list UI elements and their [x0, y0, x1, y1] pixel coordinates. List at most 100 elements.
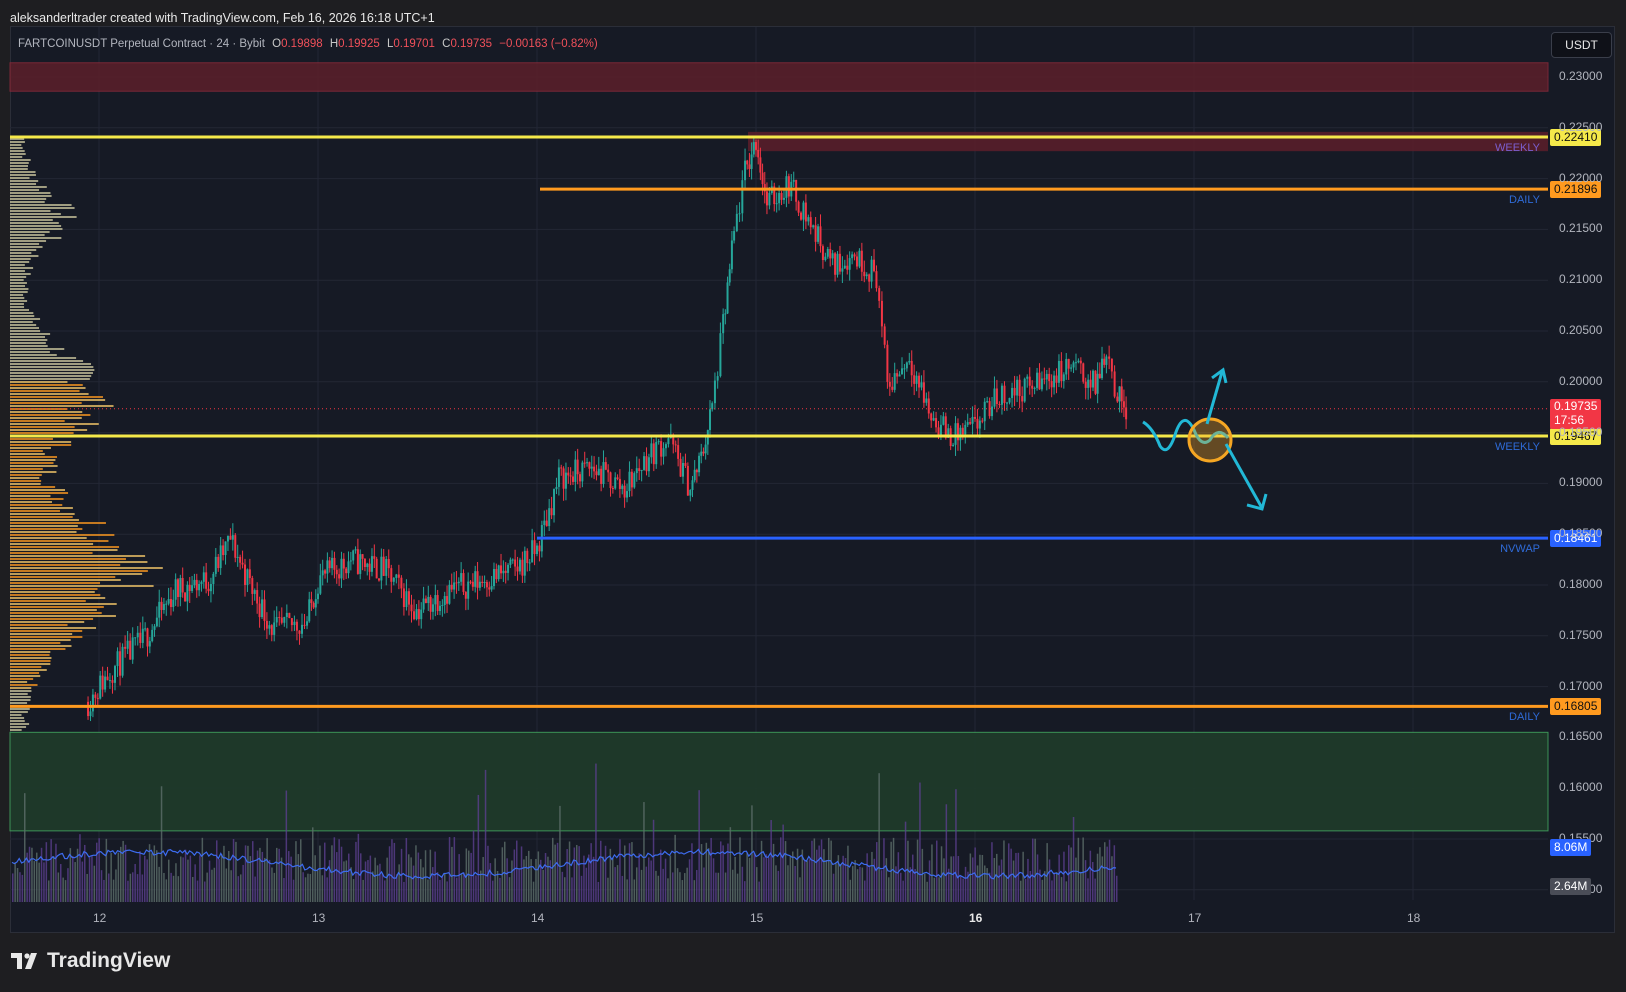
- candle-body: [417, 609, 420, 620]
- volume-profile-bar: [10, 357, 77, 359]
- candle-body: [1018, 379, 1021, 397]
- candle-body: [677, 445, 680, 459]
- candle-body: [1082, 363, 1085, 382]
- volume-bar: [993, 857, 996, 902]
- candle-body: [427, 596, 430, 603]
- volume-bar: [832, 873, 835, 902]
- volume-bar: [1012, 860, 1015, 902]
- volume-profile-bar: [10, 537, 87, 539]
- candle-body: [460, 573, 463, 582]
- volume-bar: [1020, 880, 1022, 902]
- volume-profile-bar: [10, 228, 63, 230]
- volume-bar: [141, 874, 144, 902]
- volume-bar: [57, 872, 60, 902]
- candle-body: [91, 694, 94, 712]
- volume-bar: [912, 854, 914, 902]
- candle-body: [1031, 385, 1034, 389]
- candle-body: [303, 624, 306, 626]
- volume-profile-bar: [10, 366, 94, 368]
- volume-bar: [609, 848, 612, 902]
- candle-body: [434, 595, 437, 605]
- volume-bar: [381, 873, 384, 902]
- symbol-legend[interactable]: FARTCOINUSDT Perpetual Contract · 24 · B…: [18, 38, 598, 50]
- volume-bar: [112, 879, 115, 902]
- volume-profile-bar: [10, 549, 118, 551]
- price-axis-tick: 0.18000: [1559, 577, 1603, 591]
- candle-body: [366, 563, 369, 568]
- candle-body: [1043, 378, 1046, 380]
- candle-body: [860, 250, 863, 272]
- candle-body: [1122, 401, 1125, 408]
- volume-bar: [69, 848, 72, 902]
- candle-body: [782, 197, 785, 200]
- candle-body: [735, 213, 738, 232]
- volume-bar: [456, 877, 458, 902]
- volume-bar: [158, 866, 160, 902]
- candle-body: [807, 217, 810, 222]
- volume-bar: [1065, 881, 1068, 902]
- candle-body: [597, 468, 600, 476]
- volume-bar: [667, 878, 669, 902]
- volume-bar: [600, 840, 602, 902]
- volume-bar: [16, 868, 19, 902]
- volume-bar: [278, 848, 280, 902]
- candle-body: [495, 568, 498, 580]
- volume-bar: [676, 868, 679, 902]
- candle-body: [214, 556, 217, 574]
- volume-bar: [204, 881, 206, 902]
- candle-body: [131, 637, 134, 660]
- candle-body: [964, 424, 967, 435]
- volume-bar: [602, 856, 604, 902]
- open-label: O: [272, 38, 282, 50]
- volume-profile-bar: [10, 426, 75, 428]
- candle-body: [1079, 360, 1082, 364]
- volume-bar: [525, 855, 528, 902]
- candle-body: [188, 584, 191, 591]
- volume-profile-bar: [10, 174, 36, 176]
- volume-profile-bar: [10, 570, 148, 572]
- volume-bar: [232, 839, 235, 902]
- candle-body: [1103, 358, 1106, 365]
- candle-body: [1089, 379, 1092, 388]
- candle-body: [657, 441, 660, 443]
- candle-body: [711, 403, 714, 410]
- volume-bar: [724, 872, 727, 902]
- volume-profile-bar: [10, 519, 79, 521]
- volume-bar: [633, 879, 636, 902]
- volume-bar: [1051, 880, 1053, 902]
- candle-body: [802, 202, 805, 220]
- volume-bar: [484, 769, 487, 902]
- volume-bar: [794, 865, 796, 902]
- candle-body: [759, 157, 762, 173]
- volume-bar: [924, 873, 926, 902]
- candle-body: [99, 675, 102, 699]
- volume-bar: [648, 857, 650, 902]
- volume-bar: [1099, 847, 1101, 902]
- candle-body: [1011, 387, 1014, 399]
- candle-body: [930, 413, 933, 421]
- volume-bar: [1039, 869, 1041, 902]
- volume-bar: [252, 841, 254, 902]
- candle-body: [333, 557, 336, 570]
- volume-profile-bar: [10, 441, 72, 443]
- candle-body: [283, 616, 286, 623]
- volume-bar: [1048, 859, 1051, 902]
- candle-body: [415, 609, 418, 620]
- volume-bar: [1070, 847, 1072, 902]
- candle-body: [746, 160, 749, 165]
- volume-bar: [228, 850, 230, 902]
- volume-bar: [835, 863, 837, 902]
- candle-body: [455, 582, 458, 584]
- candle-body: [116, 651, 119, 667]
- candle-body: [331, 557, 334, 569]
- currency-selector[interactable]: USDT: [1551, 32, 1612, 58]
- volume-bar: [1000, 859, 1003, 902]
- volume-bar: [799, 877, 801, 902]
- candle-body: [939, 424, 942, 437]
- candle-body: [326, 560, 329, 574]
- volume-profile-bar: [10, 462, 54, 464]
- volume-bar: [777, 870, 780, 902]
- volume-profile-bar: [10, 582, 101, 584]
- volume-bar: [1036, 854, 1039, 902]
